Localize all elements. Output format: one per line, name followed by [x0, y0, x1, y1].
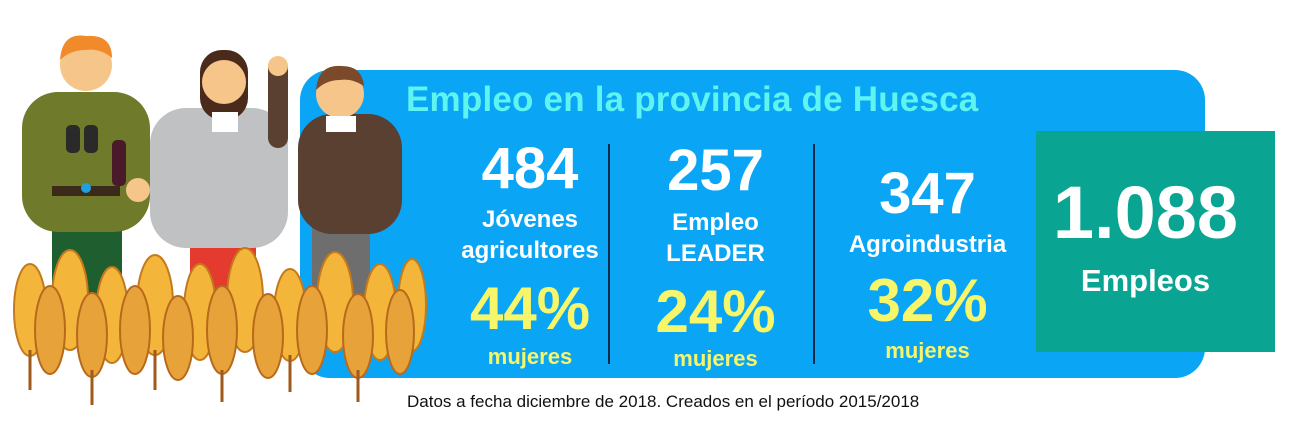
total-box [1036, 131, 1275, 352]
wheat-field [13, 247, 427, 405]
stat-percent-label-jovenes: mujeres [487, 344, 573, 369]
stat-label-jovenes-line2: agricultores [461, 237, 599, 264]
divider [813, 144, 815, 364]
woman-figure [150, 50, 288, 310]
stat-percent-jovenes: 44% [469, 275, 591, 342]
stat-percent-leader: 24% [655, 278, 776, 345]
stat-value-jovenes: 484 [481, 136, 579, 201]
stat-label-leader-line1: Empleo [672, 209, 759, 236]
stat-percent-label-leader: mujeres [673, 346, 758, 371]
divider [608, 144, 610, 364]
total-value: 1.088 [1052, 171, 1239, 254]
footnote: Datos a fecha diciembre de 2018. Creados… [407, 392, 920, 411]
page-title: Empleo en la provincia de Huesca [406, 80, 979, 119]
stat-value-leader: 257 [667, 138, 764, 203]
stat-percent-agroindustria: 32% [867, 267, 988, 334]
stat-percent-label-agroindustria: mujeres [885, 338, 970, 363]
stat-label-jovenes-line1: Jóvenes [481, 206, 579, 233]
farmers-and-wheat-illustration [13, 35, 427, 405]
stat-value-agroindustria: 347 [879, 161, 976, 226]
stat-label-agroindustria: Agroindustria [848, 231, 1007, 258]
total-label: Empleos [1080, 263, 1211, 298]
stat-label-leader-line2: LEADER [666, 240, 765, 267]
